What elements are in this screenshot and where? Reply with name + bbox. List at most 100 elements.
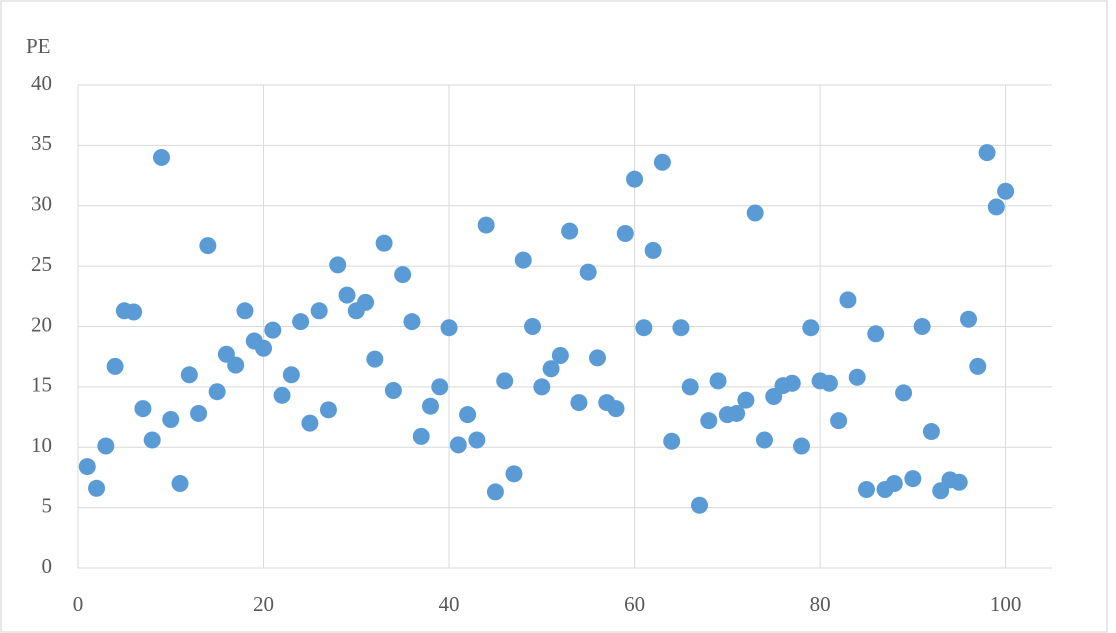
point <box>431 378 449 396</box>
point <box>273 386 291 404</box>
point <box>700 412 718 430</box>
point <box>755 431 773 449</box>
point <box>950 473 968 491</box>
point <box>152 148 170 166</box>
point <box>477 216 495 234</box>
points <box>78 144 1015 514</box>
point <box>524 318 542 335</box>
point <box>125 303 143 321</box>
y-tick-label: 25 <box>31 252 52 276</box>
point <box>793 437 811 455</box>
point <box>885 474 903 492</box>
x-tick-label: 60 <box>624 592 645 616</box>
x-tick-label: 40 <box>439 592 460 616</box>
point <box>97 437 115 455</box>
point <box>449 436 467 454</box>
point <box>282 366 300 384</box>
point <box>255 339 273 357</box>
point <box>709 372 727 390</box>
point <box>533 378 551 396</box>
point <box>88 479 106 497</box>
point <box>486 483 504 501</box>
point <box>830 412 848 430</box>
point <box>171 474 189 492</box>
point <box>561 222 579 240</box>
y-tick-label: 15 <box>31 373 52 397</box>
point <box>366 350 384 368</box>
y-tick-label: 5 <box>42 493 53 517</box>
point <box>134 400 152 418</box>
point <box>737 391 755 409</box>
point <box>514 251 532 269</box>
point <box>820 374 838 392</box>
point <box>672 319 690 337</box>
point <box>329 256 347 274</box>
point <box>357 293 375 311</box>
point <box>394 266 412 284</box>
point <box>319 401 337 419</box>
point <box>802 319 820 337</box>
point <box>783 374 801 392</box>
point <box>292 313 310 331</box>
point <box>895 384 913 402</box>
point <box>106 357 124 375</box>
point <box>616 225 634 243</box>
point <box>839 291 857 309</box>
point <box>663 432 681 450</box>
point <box>264 321 282 339</box>
point <box>338 286 356 304</box>
point <box>208 383 226 401</box>
point <box>505 465 523 483</box>
point <box>579 263 597 281</box>
point <box>190 404 208 422</box>
point <box>412 427 430 445</box>
y-tick-label: 30 <box>31 192 52 216</box>
point <box>421 397 439 415</box>
point <box>691 496 709 514</box>
y-tick-label: 10 <box>31 433 52 457</box>
point <box>987 198 1005 216</box>
point <box>978 144 996 162</box>
point <box>301 414 319 432</box>
point <box>857 481 875 499</box>
y-tick-label: 40 <box>31 71 52 95</box>
y-axis-label: PE <box>26 34 51 58</box>
point <box>496 372 514 390</box>
point <box>199 237 217 255</box>
y-tick-label: 0 <box>42 554 53 578</box>
point <box>468 431 486 449</box>
y-tick-label: 35 <box>31 131 52 155</box>
point <box>607 400 625 418</box>
point <box>867 325 885 343</box>
point <box>997 182 1015 200</box>
point <box>626 170 644 188</box>
point <box>162 410 180 428</box>
point <box>635 319 653 337</box>
x-tick-label: 100 <box>990 592 1022 616</box>
point <box>728 404 746 422</box>
point <box>653 153 671 171</box>
point <box>644 241 662 259</box>
point <box>236 302 254 320</box>
point <box>570 394 588 412</box>
point <box>969 357 987 375</box>
x-tick-label: 80 <box>810 592 831 616</box>
point <box>922 423 940 441</box>
point <box>542 360 560 378</box>
x-tick-label: 0 <box>73 592 84 616</box>
point <box>848 368 866 386</box>
point <box>440 319 458 337</box>
point <box>143 431 161 449</box>
point <box>746 204 764 222</box>
point <box>904 470 922 488</box>
grid <box>77 84 1052 569</box>
point <box>459 406 477 424</box>
point <box>588 349 606 367</box>
point <box>551 346 569 364</box>
x-tick-label: 20 <box>253 592 274 616</box>
point <box>310 302 328 320</box>
point <box>375 234 393 252</box>
point <box>180 366 198 384</box>
point <box>681 378 699 396</box>
